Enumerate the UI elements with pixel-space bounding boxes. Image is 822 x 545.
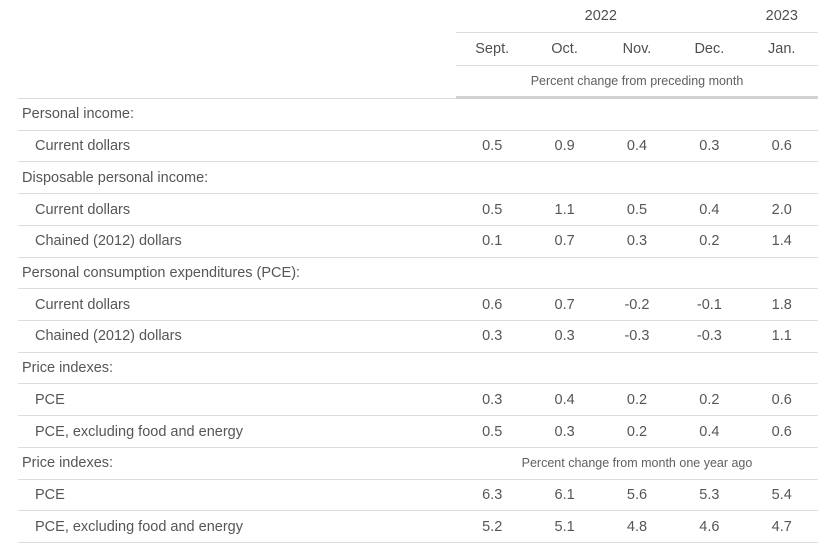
section-row: Disposable personal income: [18, 162, 818, 195]
column-header-dec: Dec. [673, 33, 746, 66]
year-header-spacer [18, 0, 456, 33]
row-label: Disposable personal income: [22, 169, 209, 186]
table-row: PCE 0.3 0.4 0.2 0.2 0.6 [18, 384, 818, 417]
year-header-row: 2022 2023 [18, 0, 818, 33]
value-cell: 5.4 [771, 486, 792, 503]
value-cell: 0.2 [626, 423, 648, 440]
year-label-2023: 2023 [745, 0, 818, 33]
table-row: Current dollars 0.5 1.1 0.5 0.4 2.0 [18, 194, 818, 226]
value-cell: 0.3 [482, 328, 503, 345]
unit-note-bottom: Percent change from month one year ago [521, 456, 753, 471]
column-header-sept: Sept. [456, 33, 529, 66]
value-cell: 5.3 [699, 486, 720, 503]
row-label: Price indexes: [22, 455, 114, 472]
unit-note-spacer [18, 66, 456, 99]
value-cell: 4.8 [626, 518, 648, 535]
table-row: PCE 6.3 6.1 5.6 5.3 5.4 [18, 480, 818, 512]
column-header-oct: Oct. [528, 33, 601, 66]
value-cell: 0.5 [482, 201, 503, 218]
section-row: Price indexes: [18, 353, 818, 385]
value-cell: 0.3 [554, 328, 575, 345]
section-row: Personal consumption expenditures (PCE): [18, 258, 818, 290]
month-header-spacer [18, 33, 456, 66]
table-row: Current dollars 0.5 0.9 0.4 0.3 0.6 [18, 131, 818, 163]
value-cell: 0.4 [699, 201, 720, 218]
table-row: Chained (2012) dollars 0.1 0.7 0.3 0.2 1.4 [18, 226, 818, 258]
value-cell: 6.1 [554, 486, 575, 503]
value-cell: 5.2 [482, 518, 503, 535]
value-cell: 0.4 [554, 391, 575, 408]
value-cell: 0.6 [482, 296, 503, 313]
value-cell: -0.3 [696, 328, 722, 345]
row-label: Personal income: [22, 106, 135, 123]
row-label: Current dollars [35, 138, 131, 155]
value-cell: 0.3 [482, 391, 503, 408]
value-cell: 0.3 [554, 423, 575, 440]
value-cell: 4.6 [699, 518, 720, 535]
value-cell: 4.7 [771, 518, 792, 535]
value-cell: -0.3 [624, 328, 650, 345]
row-label: Current dollars [35, 201, 131, 218]
value-cell: 5.1 [554, 518, 575, 535]
column-header-nov: Nov. [600, 33, 674, 66]
value-cell: 0.4 [699, 423, 720, 440]
value-cell: 5.6 [626, 486, 648, 503]
year-label-2022: 2022 [456, 0, 746, 33]
table-row: PCE, excluding food and energy 5.2 5.1 4.8 4… [18, 511, 818, 544]
section-row: Personal income: [18, 99, 818, 131]
value-cell: 0.5 [626, 201, 648, 218]
value-cell: 1.1 [554, 201, 575, 218]
value-cell: 1.4 [771, 233, 792, 250]
value-cell: 0.2 [699, 233, 720, 250]
value-cell: 2.0 [771, 201, 792, 218]
row-label: Current dollars [35, 296, 131, 313]
value-cell: -0.1 [696, 296, 722, 313]
value-cell: 0.7 [554, 296, 575, 313]
row-label: PCE [35, 391, 65, 408]
month-header-row: Sept. Oct. Nov. Dec. Jan. [18, 33, 818, 66]
row-label: PCE, excluding food and energy [35, 518, 243, 535]
value-cell: 0.3 [626, 233, 648, 250]
value-cell: 0.6 [771, 391, 792, 408]
value-cell: 0.5 [482, 423, 503, 440]
value-cell: 6.3 [482, 486, 503, 503]
table-row: PCE, excluding food and energy 0.5 0.3 0.2 0… [18, 416, 818, 448]
row-label: Chained (2012) dollars [35, 328, 182, 345]
value-cell: 0.9 [554, 138, 575, 155]
row-label: Price indexes: [22, 360, 114, 377]
value-cell: 0.5 [482, 138, 503, 155]
economic-data-table: 2022 2023 Sept. Oct. Nov. Dec. Jan. Perc… [18, 0, 818, 544]
value-cell: 0.3 [699, 138, 720, 155]
value-cell: 0.2 [626, 391, 648, 408]
value-cell: 0.2 [699, 391, 720, 408]
value-cell: 0.4 [626, 138, 648, 155]
value-cell: 0.7 [554, 233, 575, 250]
section-row: Price indexes: Percent change from month … [18, 448, 818, 480]
table-row: Current dollars 0.6 0.7 -0.2 -0.1 1.8 [18, 289, 818, 322]
column-header-jan: Jan. [745, 33, 818, 66]
value-cell: -0.2 [624, 296, 650, 313]
unit-note-top: Percent change from preceding month [456, 66, 818, 99]
unit-note-row: Percent change from preceding month [18, 66, 818, 99]
value-cell: 0.6 [771, 138, 792, 155]
row-label: Personal consumption expenditures (PCE): [22, 264, 301, 281]
row-label: Chained (2012) dollars [35, 233, 182, 250]
table-body: Personal income: Current dollars 0.5 0.9 0.4… [18, 99, 818, 544]
row-label: PCE [35, 486, 65, 503]
value-cell: 0.1 [482, 233, 503, 250]
value-cell: 1.1 [771, 328, 792, 345]
row-label: PCE, excluding food and energy [35, 423, 243, 440]
table-row: Chained (2012) dollars 0.3 0.3 -0.3 -0.3 1.1 [18, 321, 818, 353]
value-cell: 0.6 [771, 423, 792, 440]
value-cell: 1.8 [771, 296, 792, 313]
